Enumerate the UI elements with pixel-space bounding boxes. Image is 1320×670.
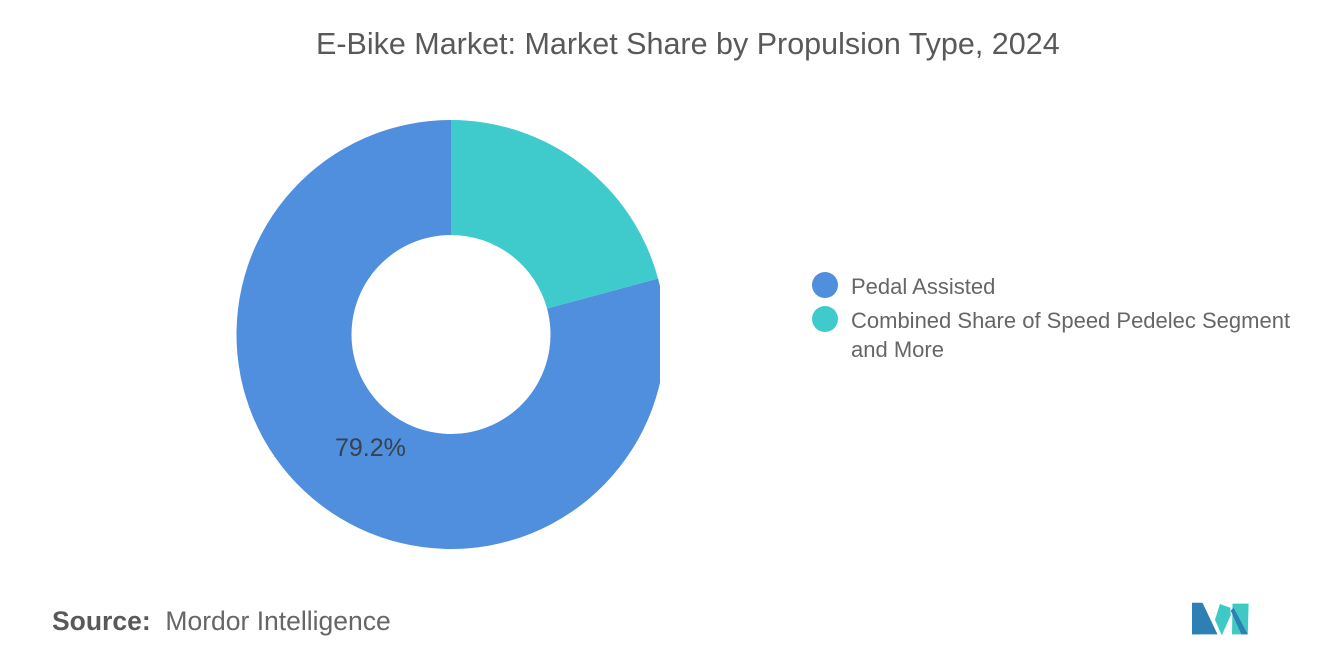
svg-text:79.2%: 79.2% [335, 434, 406, 462]
